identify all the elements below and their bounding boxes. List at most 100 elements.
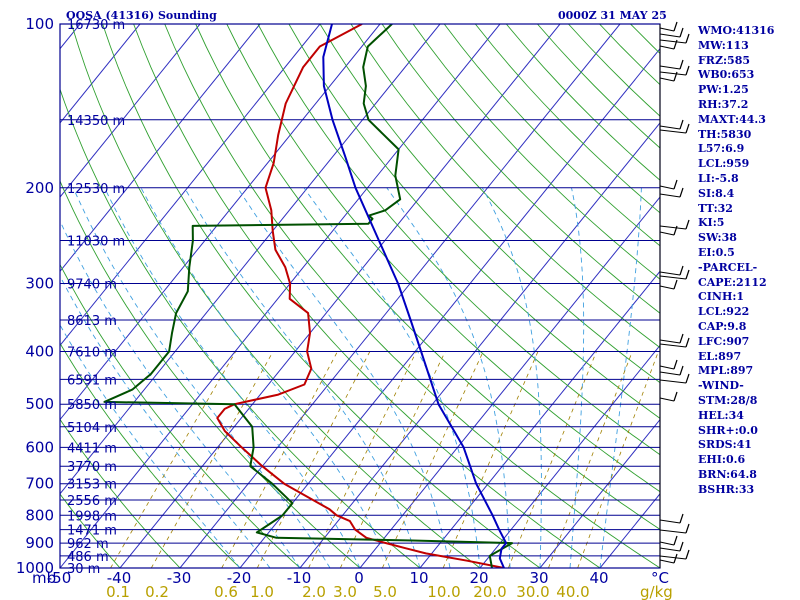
wind-barb bbox=[659, 547, 681, 552]
sounding-datetime: 0000Z 31 MAY 25 bbox=[558, 9, 667, 22]
wind-barb-feather bbox=[679, 59, 684, 70]
height-label: 3770 m bbox=[67, 460, 117, 475]
isotherm-line bbox=[119, 24, 561, 568]
temperature-tick-label: -50 bbox=[47, 569, 72, 587]
wind-barb-feather bbox=[679, 187, 684, 198]
isotherm-line bbox=[299, 122, 660, 568]
temperature-tick-label: 10 bbox=[409, 569, 428, 587]
index-line: RH:37.2 bbox=[698, 97, 749, 111]
height-label: 5850 m bbox=[67, 398, 117, 413]
wind-barb bbox=[659, 397, 675, 402]
wind-barb-feather bbox=[685, 337, 690, 348]
index-line: CAPE:2112 bbox=[698, 275, 767, 289]
wind-barb bbox=[659, 559, 675, 564]
mixing-ratio-label: 5.0 bbox=[373, 583, 397, 600]
height-label: 486 m bbox=[67, 550, 109, 565]
isotherm-line bbox=[60, 24, 381, 421]
mixing-ratio-label: 0.1 bbox=[106, 583, 130, 600]
wind-barb-feather bbox=[673, 391, 678, 402]
pressure-label: 700 bbox=[25, 475, 54, 493]
wind-barb bbox=[659, 529, 687, 534]
mixing-ratio-unit: g/kg bbox=[640, 583, 673, 600]
isotherm-line bbox=[0, 24, 20, 568]
height-label: 6591 m bbox=[67, 373, 117, 388]
index-line: SI:8.4 bbox=[698, 186, 735, 200]
index-line: LFC:907 bbox=[698, 334, 750, 348]
index-line: MPL:897 bbox=[698, 364, 754, 378]
pressure-axis-unit: mb bbox=[32, 569, 56, 587]
wind-barb-feather bbox=[673, 39, 678, 50]
isotherm-line bbox=[60, 24, 501, 568]
mixing-ratio-label: 0.2 bbox=[145, 583, 169, 600]
mixing-ratio-label: 1.0 bbox=[250, 583, 274, 600]
isotherm-line bbox=[60, 24, 261, 273]
index-line: -WIND- bbox=[698, 379, 744, 393]
pressure-label: 500 bbox=[25, 395, 54, 413]
pressure-label: 800 bbox=[25, 506, 54, 524]
mixing-ratio-label: 0.6 bbox=[214, 583, 238, 600]
index-line: SRDS:41 bbox=[698, 438, 752, 452]
wind-barb-feather bbox=[685, 549, 690, 560]
index-line: LI:-5.8 bbox=[698, 171, 739, 185]
pressure-label: 600 bbox=[25, 438, 54, 456]
index-line: -PARCEL- bbox=[698, 260, 758, 274]
index-line: MAXT:44.3 bbox=[698, 112, 766, 126]
temperature-tick-label: 0 bbox=[354, 569, 364, 587]
mixing-ratio-line bbox=[150, 351, 274, 568]
index-line: LCL:922 bbox=[698, 305, 750, 319]
index-line: WMO:41316 bbox=[698, 24, 775, 37]
mixing-ratio-label: 10.0 bbox=[427, 583, 460, 600]
mixing-ratio-label: 2.0 bbox=[302, 583, 326, 600]
wind-barb-feather bbox=[679, 333, 684, 344]
wind-barb bbox=[659, 27, 675, 32]
mixing-ratio-line bbox=[308, 351, 417, 568]
temperature-tick-label: -40 bbox=[107, 569, 132, 587]
mixing-ratio-label: 30.0 bbox=[516, 583, 549, 600]
index-line: WB0:653 bbox=[698, 68, 755, 82]
stability-index-panel: WMO:41316 MW:113 FRZ:585 WB0:653 PW:1.25 RH:3… bbox=[698, 24, 798, 498]
wind-barb-feather bbox=[679, 265, 684, 276]
wind-barb-feather bbox=[673, 535, 678, 546]
wind-barb bbox=[659, 225, 687, 230]
wind-barb bbox=[659, 129, 687, 134]
wind-barb-feather bbox=[685, 33, 690, 44]
index-line: HEL:34 bbox=[698, 408, 744, 422]
height-label: 3153 m bbox=[67, 478, 117, 493]
isotherm-line bbox=[479, 344, 660, 568]
station-title: OOSA (41316) Sounding bbox=[66, 9, 217, 22]
index-line: BSHR:33 bbox=[698, 482, 755, 496]
height-label: 7610 m bbox=[67, 346, 117, 361]
index-line: L57:6.9 bbox=[698, 142, 745, 156]
index-line: EI:0.5 bbox=[698, 245, 735, 259]
wind-barb-feather bbox=[673, 359, 678, 370]
temperature-trace bbox=[216, 24, 505, 568]
wind-barb bbox=[659, 65, 681, 70]
mixing-ratio-label: 40.0 bbox=[556, 583, 589, 600]
moist-adiabat-line bbox=[72, 187, 331, 568]
wind-barb-feather bbox=[685, 219, 690, 230]
temperature-tick-label: 30 bbox=[529, 569, 548, 587]
wind-barb bbox=[659, 379, 687, 384]
isotherm-line bbox=[60, 24, 321, 347]
wind-barb bbox=[659, 185, 675, 190]
height-label: 30 m bbox=[67, 562, 100, 577]
index-line: KI:5 bbox=[698, 216, 725, 230]
height-label: 8613 m bbox=[67, 314, 117, 329]
temperature-tick-label: -30 bbox=[167, 569, 192, 587]
index-line: TH:5830 bbox=[698, 127, 752, 141]
wind-barb-feather bbox=[679, 365, 684, 376]
wind-barb-feather bbox=[673, 279, 678, 290]
index-line: TT:32 bbox=[698, 201, 733, 215]
height-label: 16730 m bbox=[67, 18, 125, 33]
height-label: 11030 m bbox=[67, 234, 125, 249]
pressure-label: 100 bbox=[25, 15, 54, 33]
wind-barb bbox=[659, 371, 681, 376]
background-grid bbox=[0, 24, 660, 568]
wind-barb bbox=[659, 285, 675, 290]
index-line: SHR+:0.0 bbox=[698, 423, 758, 437]
mixing-ratio-line bbox=[256, 351, 371, 568]
mixing-ratio-label: 3.0 bbox=[333, 583, 357, 600]
wind-barb bbox=[659, 339, 681, 344]
